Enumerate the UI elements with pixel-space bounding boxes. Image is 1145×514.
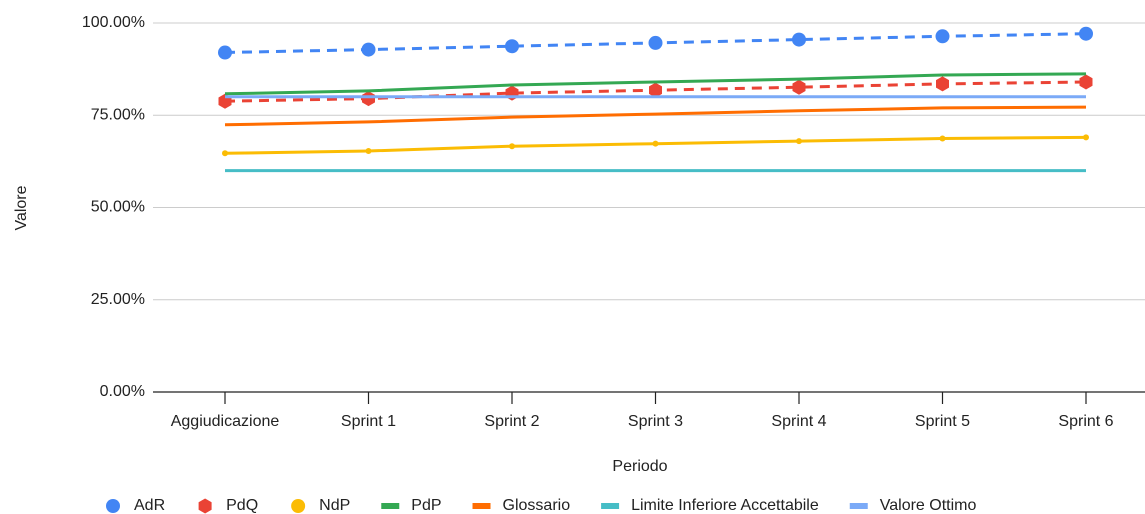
legend-label: PdQ: [226, 497, 258, 514]
legend-marker: [601, 503, 620, 509]
data-point: [218, 45, 232, 60]
legend-label: PdP: [411, 497, 441, 514]
legend-label: AdR: [134, 497, 165, 514]
y-tick-label: 100.00%: [82, 14, 145, 31]
data-point: [222, 150, 228, 157]
data-point: [505, 85, 519, 101]
data-point: [935, 29, 950, 44]
legend-marker: [849, 503, 868, 509]
y-tick-label: 50.00%: [91, 199, 145, 216]
x-tick-label: Aggiudicazione: [171, 413, 280, 430]
data-point: [505, 39, 519, 54]
legend-marker: [472, 503, 491, 509]
x-tick-label: Sprint 3: [628, 413, 683, 430]
data-point: [652, 140, 659, 147]
data-point: [361, 42, 376, 57]
data-point: [1083, 134, 1089, 141]
data-point: [509, 143, 515, 150]
data-point: [1079, 74, 1093, 90]
legend-marker: [381, 503, 400, 509]
x-tick-label: Sprint 5: [915, 413, 970, 430]
data-point: [649, 82, 662, 98]
x-axis-title: Periodo: [612, 458, 667, 475]
x-tick-label: Sprint 1: [341, 413, 396, 430]
x-tick-label: Sprint 4: [771, 413, 826, 430]
data-point: [792, 79, 806, 95]
legend-marker: [198, 498, 212, 514]
data-point: [792, 32, 806, 47]
legend-label: Glossario: [503, 497, 571, 514]
x-tick-label: Sprint 6: [1058, 413, 1113, 430]
data-point: [362, 91, 375, 107]
data-point: [648, 35, 663, 50]
y-tick-label: 0.00%: [100, 383, 145, 400]
legend-label: NdP: [319, 497, 350, 514]
series-line: [224, 105, 1087, 127]
data-point: [936, 76, 949, 92]
legend-label: Limite Inferiore Accettabile: [631, 497, 819, 514]
data-point: [365, 148, 372, 155]
y-axis-title: Valore: [13, 185, 30, 230]
y-tick-label: 75.00%: [91, 106, 145, 123]
legend-marker: [291, 499, 306, 513]
data-point: [939, 135, 946, 142]
legend-label: Valore Ottimo: [880, 497, 977, 514]
y-tick-label: 25.00%: [91, 291, 145, 308]
data-point: [796, 138, 802, 145]
data-point: [1079, 26, 1093, 41]
legend-marker: [106, 499, 120, 513]
x-tick-label: Sprint 2: [484, 413, 539, 430]
series-line: [224, 72, 1087, 96]
